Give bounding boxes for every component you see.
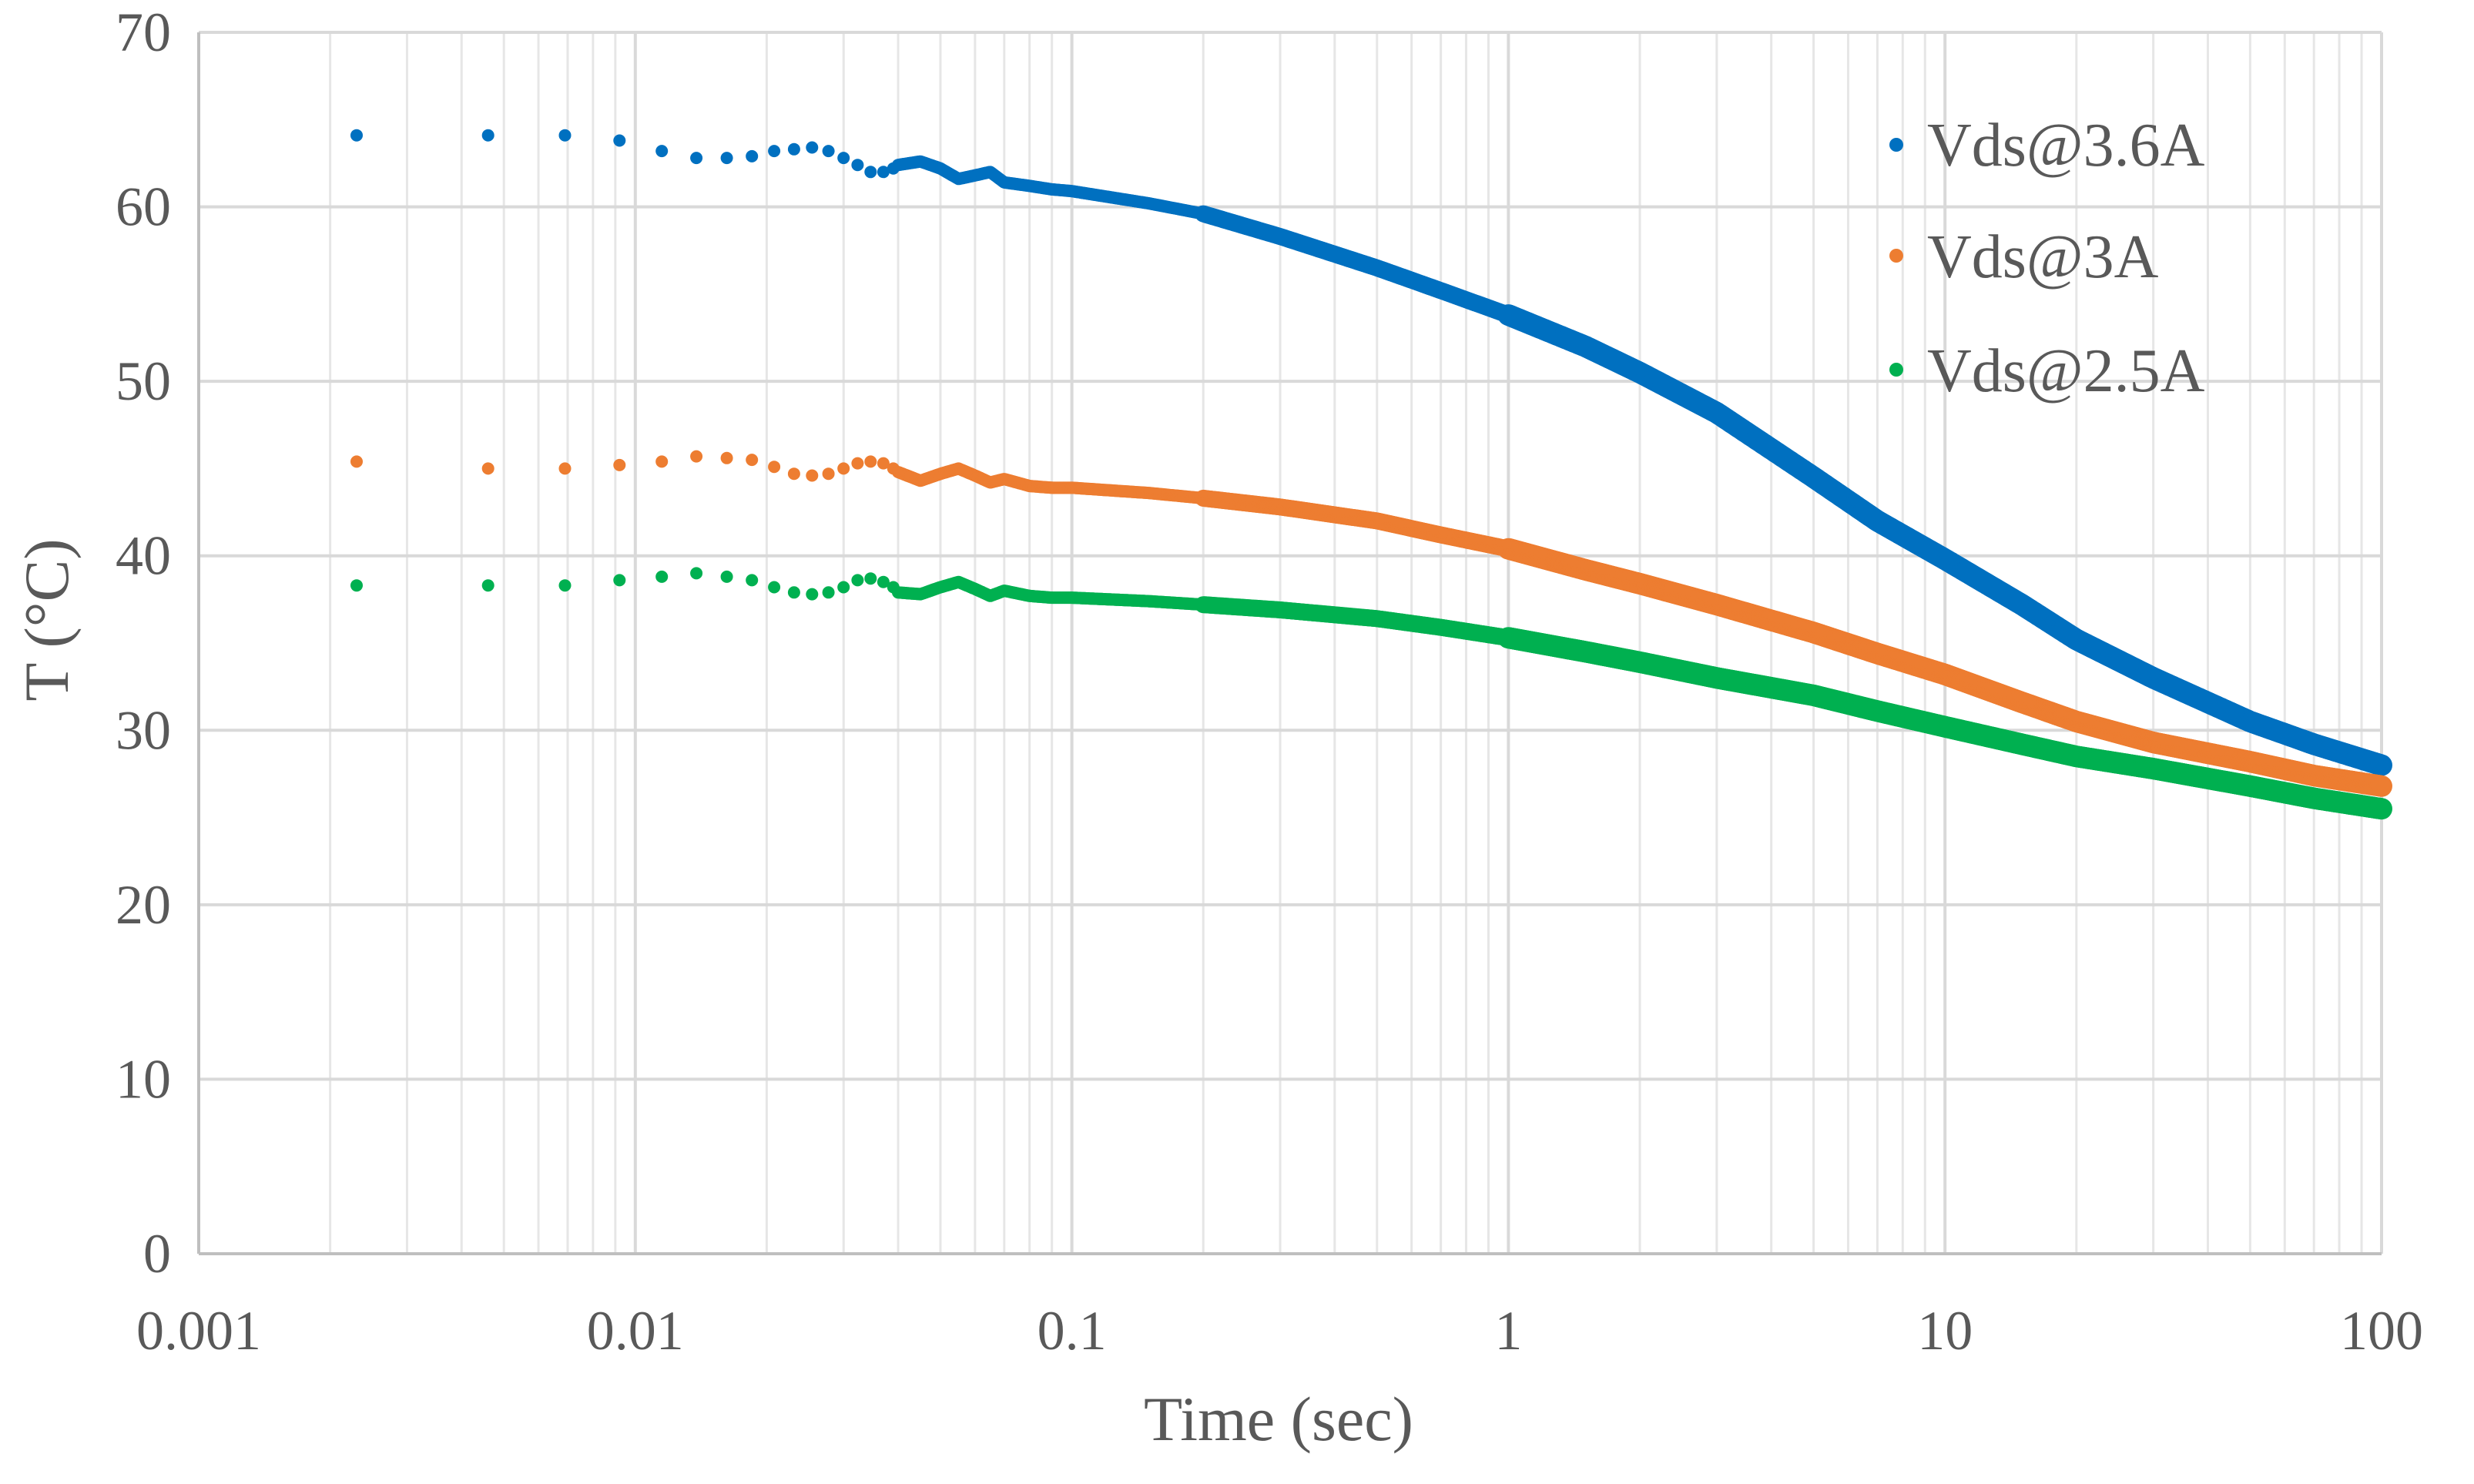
x-tick-label: 1 [1494, 1300, 1522, 1362]
data-point [690, 567, 703, 580]
data-point [864, 572, 877, 585]
data-point [481, 579, 494, 592]
data-point [864, 455, 877, 468]
data-point [655, 570, 669, 583]
data-point [806, 469, 819, 482]
legend-label-vds-3-6a: Vds@3.6A [1927, 112, 2205, 179]
legend-marker-vds-2-5a [1889, 363, 1903, 377]
data-point [655, 455, 669, 468]
data-point [746, 149, 759, 162]
data-point [851, 159, 864, 172]
grid-layer [197, 31, 2383, 1255]
data-point [837, 581, 850, 594]
data-point [558, 462, 572, 475]
data-point [746, 454, 759, 467]
data-point [481, 462, 494, 475]
x-tick-label: 10 [1917, 1300, 1973, 1362]
data-point [787, 142, 800, 156]
y-tick-label: 20 [116, 874, 171, 936]
data-point [720, 152, 733, 165]
data-point [720, 451, 733, 464]
data-point [558, 129, 572, 142]
data-point [720, 570, 733, 583]
data-point [613, 134, 626, 147]
data-point [837, 462, 850, 475]
data-point [787, 586, 800, 599]
legend-marker-vds-3a [1889, 249, 1903, 263]
data-point [851, 574, 864, 587]
data-point [768, 145, 781, 158]
legend-label-vds-2-5a: Vds@2.5A [1927, 337, 2205, 405]
legend-label-vds-3a: Vds@3A [1927, 223, 2159, 291]
y-tick-label: 70 [116, 2, 171, 63]
y-tick-label: 40 [116, 525, 171, 587]
axis-layer [197, 32, 2382, 1255]
data-point [2371, 798, 2392, 820]
data-point [350, 579, 363, 592]
data-point [822, 145, 835, 158]
data-point [787, 467, 800, 481]
data-point [2371, 754, 2392, 776]
data-point [768, 461, 781, 474]
data-point [350, 129, 363, 142]
data-point [877, 166, 890, 179]
data-point [851, 457, 864, 470]
y-tick-label: 10 [116, 1048, 171, 1110]
data-point [558, 579, 572, 592]
data-layer [350, 129, 2392, 820]
data-point [877, 457, 890, 470]
x-axis-title: Time (sec) [1144, 1384, 1413, 1454]
legend: Vds@3.6A Vds@3A Vds@2.5A [1889, 112, 2205, 405]
x-tick-label: 0.001 [136, 1300, 261, 1362]
label-layer: Time (sec) T (°C) 0.001 0.01 0.1 1 10 100 0 10 2… [12, 2, 2423, 1454]
data-point [746, 574, 759, 587]
data-point [864, 166, 877, 179]
data-point [350, 455, 363, 468]
x-tick-label: 0.1 [1038, 1300, 1107, 1362]
series-vds-3-6a [350, 129, 2392, 776]
y-axis-title: T (°C) [12, 538, 82, 701]
data-point [877, 575, 890, 588]
data-point [768, 581, 781, 594]
data-point [822, 467, 835, 481]
y-tick-label: 60 [116, 176, 171, 238]
data-point [2371, 775, 2392, 797]
y-tick-label: 0 [143, 1223, 171, 1285]
x-tick-label: 0.01 [587, 1300, 684, 1362]
y-tick-label: 50 [116, 350, 171, 412]
data-point [822, 586, 835, 599]
data-point [690, 152, 703, 165]
series-vds-3a [350, 450, 2392, 797]
data-point [806, 588, 819, 601]
x-tick-label: 100 [2340, 1300, 2423, 1362]
data-point [481, 129, 494, 142]
y-tick-label: 30 [116, 699, 171, 761]
series-vds-2-5a [350, 567, 2392, 820]
legend-marker-vds-3-6a [1889, 138, 1903, 152]
data-point [690, 450, 703, 463]
data-point [655, 145, 669, 158]
data-point [837, 152, 850, 165]
data-point [613, 574, 626, 587]
data-point [613, 458, 626, 471]
data-point [806, 141, 819, 154]
